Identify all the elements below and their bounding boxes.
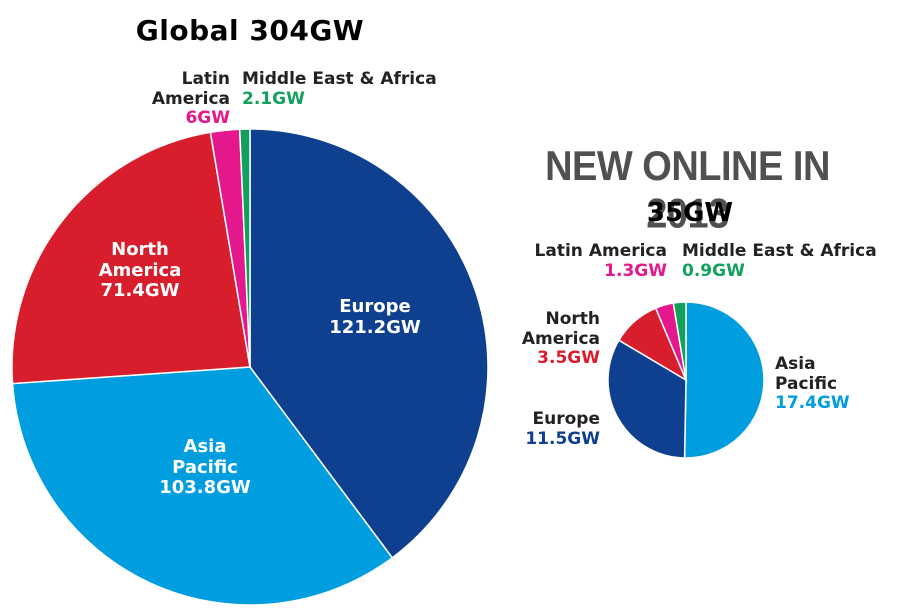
- new-label-asia: Asia Pacific 17.4GW: [775, 354, 895, 414]
- new-north-value: 3.5GW: [537, 348, 600, 369]
- new-online-title: NEW ONLINE IN 2013: [545, 143, 830, 238]
- global-label-europe: Europe 121.2GW: [300, 296, 450, 338]
- new-north-name-2: America: [521, 328, 600, 349]
- new-label-europe: Europe 11.5GW: [500, 409, 600, 449]
- new-label-mea: Middle East & Africa 0.9GW: [682, 241, 882, 281]
- new-europe-name: Europe: [532, 409, 600, 429]
- global-mea-name: Middle East & Africa: [242, 69, 437, 89]
- new-europe-value: 11.5GW: [525, 428, 600, 449]
- new-mea-name: Middle East & Africa: [682, 241, 877, 261]
- global-label-north: North America 71.4GW: [65, 239, 215, 302]
- global-north-name-2: America: [98, 259, 182, 281]
- new-asia-name-2: Pacific: [775, 373, 838, 394]
- new-slice-asia-pacific: [683, 301, 765, 459]
- global-latin-name: Latin America: [151, 69, 230, 109]
- global-europe-name: Europe: [339, 296, 411, 317]
- global-pie: [11, 128, 489, 606]
- new-asia-name-1: Asia: [775, 354, 816, 374]
- new-label-north: North America 3.5GW: [500, 309, 600, 369]
- global-label-latin: Latin America 6GW: [100, 69, 230, 129]
- global-north-name-1: North: [111, 239, 169, 260]
- global-mea-value: 2.1GW: [242, 88, 305, 109]
- global-label-asia: Asia Pacific 103.8GW: [130, 436, 280, 499]
- global-north-value: 71.4GW: [100, 280, 180, 302]
- global-asia-name-2: Pacific: [172, 456, 238, 478]
- global-latin-value: 6GW: [185, 108, 230, 129]
- global-slice-middle-east-africa: [238, 128, 251, 368]
- new-online-pie: [607, 301, 765, 459]
- global-asia-name-1: Asia: [183, 436, 227, 457]
- new-latin-name: Latin America: [534, 241, 667, 261]
- new-slice-middle-east-africa: [672, 301, 687, 381]
- global-chart-title: Global 304GW: [135, 14, 365, 47]
- global-slice-north-america: [11, 131, 251, 385]
- global-europe-value: 121.2GW: [329, 316, 421, 338]
- new-mea-value: 0.9GW: [682, 260, 745, 281]
- new-slice-europe: [607, 339, 687, 459]
- global-asia-value: 103.8GW: [159, 477, 251, 499]
- new-online-total: 35GW: [646, 198, 734, 228]
- global-slice-europe: [249, 128, 489, 559]
- new-north-name-1: North: [545, 309, 600, 329]
- global-slice-asia-pacific: [11, 366, 394, 606]
- new-latin-value: 1.3GW: [604, 260, 667, 281]
- global-label-mea: Middle East & Africa 2.1GW: [242, 69, 442, 109]
- new-label-latin: Latin America 1.3GW: [530, 241, 667, 281]
- new-asia-value: 17.4GW: [775, 393, 850, 414]
